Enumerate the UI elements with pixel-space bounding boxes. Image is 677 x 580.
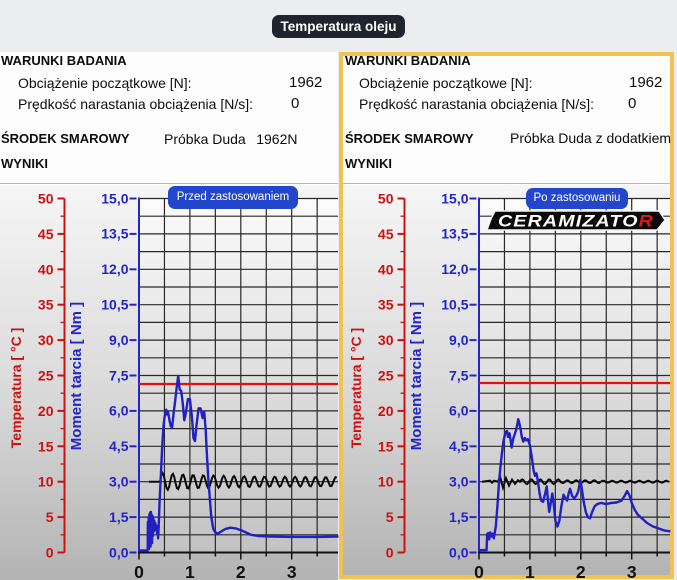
svg-text:1,5: 1,5 (109, 509, 129, 525)
svg-text:15: 15 (378, 438, 394, 454)
svg-text:13,5: 13,5 (101, 226, 128, 242)
svg-text:2: 2 (576, 562, 586, 580)
svg-text:5: 5 (386, 509, 394, 525)
svg-text:12,0: 12,0 (101, 261, 128, 277)
svg-text:20: 20 (38, 403, 54, 419)
svg-text:25: 25 (378, 368, 394, 384)
svg-text:10,5: 10,5 (441, 297, 468, 313)
svg-text:50: 50 (378, 191, 394, 207)
svg-text:0: 0 (474, 562, 484, 580)
svg-text:30: 30 (378, 332, 394, 348)
svg-text:Temperatura [ °C ]: Temperatura [ °C ] (348, 328, 364, 448)
svg-text:Temperatura [ °C ]: Temperatura [ °C ] (8, 328, 24, 448)
svg-text:3,0: 3,0 (449, 474, 469, 490)
svg-text:12,0: 12,0 (441, 261, 468, 277)
svg-text:Moment tarcia [ Nm ]: Moment tarcia [ Nm ] (68, 302, 85, 450)
svg-text:10: 10 (378, 474, 394, 490)
svg-text:5: 5 (46, 509, 54, 525)
svg-text:13,5: 13,5 (441, 226, 468, 242)
svg-text:1: 1 (525, 562, 535, 580)
svg-text:0: 0 (46, 545, 54, 561)
svg-text:0: 0 (134, 562, 144, 580)
svg-text:7,5: 7,5 (109, 367, 129, 383)
svg-text:4,5: 4,5 (449, 438, 469, 454)
svg-text:1: 1 (185, 562, 195, 580)
svg-text:9,0: 9,0 (109, 332, 129, 348)
svg-text:6,0: 6,0 (449, 403, 469, 419)
svg-text:15: 15 (38, 438, 54, 454)
svg-text:3: 3 (627, 562, 637, 580)
svg-text:45: 45 (378, 226, 394, 242)
svg-text:35: 35 (378, 297, 394, 313)
svg-text:15,0: 15,0 (101, 190, 128, 206)
svg-text:50: 50 (38, 191, 54, 207)
svg-text:6,0: 6,0 (109, 403, 129, 419)
svg-text:3,0: 3,0 (109, 474, 129, 490)
svg-text:40: 40 (378, 261, 394, 277)
svg-text:3: 3 (287, 562, 297, 580)
svg-text:25: 25 (38, 368, 54, 384)
svg-text:30: 30 (38, 332, 54, 348)
svg-text:10: 10 (38, 474, 54, 490)
svg-text:1,5: 1,5 (449, 509, 469, 525)
svg-text:40: 40 (38, 261, 54, 277)
svg-text:20: 20 (378, 403, 394, 419)
svg-text:Moment tarcia [ Nm ]: Moment tarcia [ Nm ] (408, 302, 425, 450)
svg-text:45: 45 (38, 226, 54, 242)
svg-text:10,5: 10,5 (101, 297, 128, 313)
svg-text:0,0: 0,0 (449, 544, 469, 560)
svg-text:0,0: 0,0 (109, 544, 129, 560)
svg-text:0: 0 (386, 545, 394, 561)
svg-text:2: 2 (236, 562, 246, 580)
svg-text:35: 35 (38, 297, 54, 313)
svg-text:4,5: 4,5 (109, 438, 129, 454)
svg-text:15,0: 15,0 (441, 190, 468, 206)
svg-text:7,5: 7,5 (449, 367, 469, 383)
svg-text:9,0: 9,0 (449, 332, 469, 348)
